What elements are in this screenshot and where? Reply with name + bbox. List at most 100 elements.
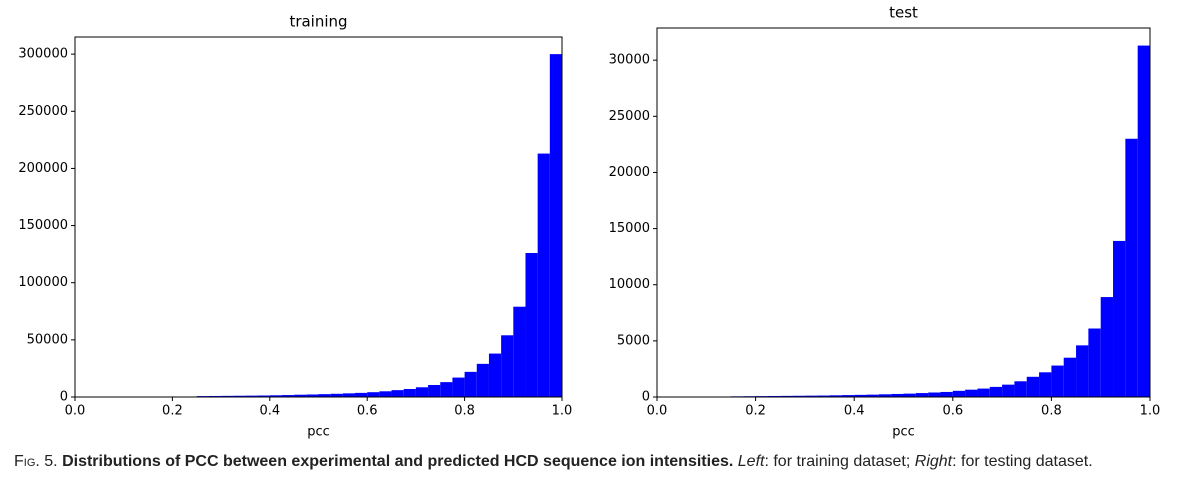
bar xyxy=(367,392,380,397)
bar xyxy=(294,394,307,397)
bar xyxy=(208,395,222,397)
y-tick-label: 250000 xyxy=(18,104,68,119)
bar xyxy=(792,395,805,397)
bar xyxy=(1051,365,1064,397)
y-tick-label: 0 xyxy=(642,390,650,405)
chart-title: training xyxy=(289,13,347,31)
bar xyxy=(488,353,502,397)
axes-frame xyxy=(74,36,563,398)
bar xyxy=(452,377,465,397)
figure-number: Fig. 5. xyxy=(14,453,58,470)
y-tick-label: 30000 xyxy=(609,53,650,68)
y-tick-label: 200000 xyxy=(18,161,68,176)
y-tick-label: 100000 xyxy=(18,275,68,290)
bar xyxy=(501,335,514,397)
bar xyxy=(965,389,978,397)
caption-left-text: : for training dataset; xyxy=(764,453,911,470)
bar xyxy=(525,253,538,397)
x-tick-label: 0.4 xyxy=(259,404,280,419)
bar xyxy=(767,395,781,397)
y-tick-label: 20000 xyxy=(609,165,650,180)
caption: Fig. 5. Distributions of PCC between exp… xyxy=(14,450,1164,473)
y-tick-label: 150000 xyxy=(18,218,68,233)
x-tick-label: 0.4 xyxy=(844,404,865,419)
x-tick-label: 0.2 xyxy=(745,404,766,419)
bar xyxy=(379,391,392,397)
x-tick-label: 0.6 xyxy=(357,404,378,419)
bar xyxy=(1063,357,1077,397)
bar xyxy=(915,393,929,397)
bar xyxy=(854,394,867,397)
y-tick-label: 10000 xyxy=(609,277,650,292)
bar xyxy=(817,395,830,397)
bar xyxy=(977,388,990,397)
axes-frame xyxy=(656,27,1151,398)
y-tick-label: 5000 xyxy=(617,333,650,348)
x-tick-label: 0.6 xyxy=(942,404,963,419)
x-tick-label: 0.8 xyxy=(454,404,475,419)
bar xyxy=(1039,372,1052,397)
bar xyxy=(281,395,295,397)
caption-right: Right xyxy=(914,453,953,470)
x-axis-label: pcc xyxy=(892,425,915,440)
bar xyxy=(233,395,246,397)
y-tick-label: 300000 xyxy=(18,47,68,62)
x-tick-label: 0.0 xyxy=(65,404,86,419)
x-tick-label: 1.0 xyxy=(1140,404,1161,419)
bar xyxy=(245,395,258,397)
bar xyxy=(513,306,526,397)
bar xyxy=(1113,240,1126,397)
x-axis-label: pcc xyxy=(307,425,330,440)
bar xyxy=(891,393,904,397)
y-tick-label: 50000 xyxy=(27,332,68,347)
caption-title: Distributions of PCC between experimenta… xyxy=(62,453,734,470)
bar xyxy=(1137,45,1150,397)
x-tick-label: 0.2 xyxy=(162,404,183,419)
bar xyxy=(1026,376,1040,397)
bar xyxy=(537,153,550,397)
bar xyxy=(989,386,1003,397)
bar xyxy=(476,363,489,397)
bar xyxy=(1125,138,1138,397)
bar xyxy=(415,387,429,397)
bar xyxy=(1100,297,1114,397)
bar xyxy=(269,395,282,397)
bar xyxy=(804,395,818,397)
bar xyxy=(940,391,953,397)
bar xyxy=(903,393,916,397)
bar xyxy=(866,394,879,397)
caption-right-text: : for testing dataset. xyxy=(952,453,1093,470)
y-tick-label: 25000 xyxy=(609,109,650,124)
bar xyxy=(952,390,966,397)
bar xyxy=(1014,381,1027,397)
x-tick-label: 1.0 xyxy=(552,404,573,419)
bar xyxy=(1002,384,1015,397)
chart-title: test xyxy=(889,4,918,22)
bar xyxy=(440,382,453,397)
bar xyxy=(549,54,562,398)
bar xyxy=(403,389,416,397)
bar xyxy=(829,395,842,397)
bar xyxy=(306,394,319,397)
bar xyxy=(428,385,441,397)
bar xyxy=(355,392,368,397)
x-tick-label: 0.0 xyxy=(647,404,668,419)
y-tick-label: 15000 xyxy=(609,221,650,236)
bar xyxy=(391,390,404,397)
bar xyxy=(342,393,356,397)
bar xyxy=(928,392,941,397)
bar xyxy=(318,394,331,397)
y-tick-label: 0 xyxy=(60,390,68,405)
bar xyxy=(1088,328,1101,397)
bar xyxy=(1076,345,1089,397)
bar xyxy=(221,395,234,397)
bar xyxy=(257,395,270,397)
x-tick-label: 0.8 xyxy=(1041,404,1062,419)
bar xyxy=(878,394,892,397)
bar xyxy=(780,395,793,397)
bar xyxy=(464,371,477,397)
caption-left: Left xyxy=(737,453,765,470)
bar xyxy=(841,395,855,397)
